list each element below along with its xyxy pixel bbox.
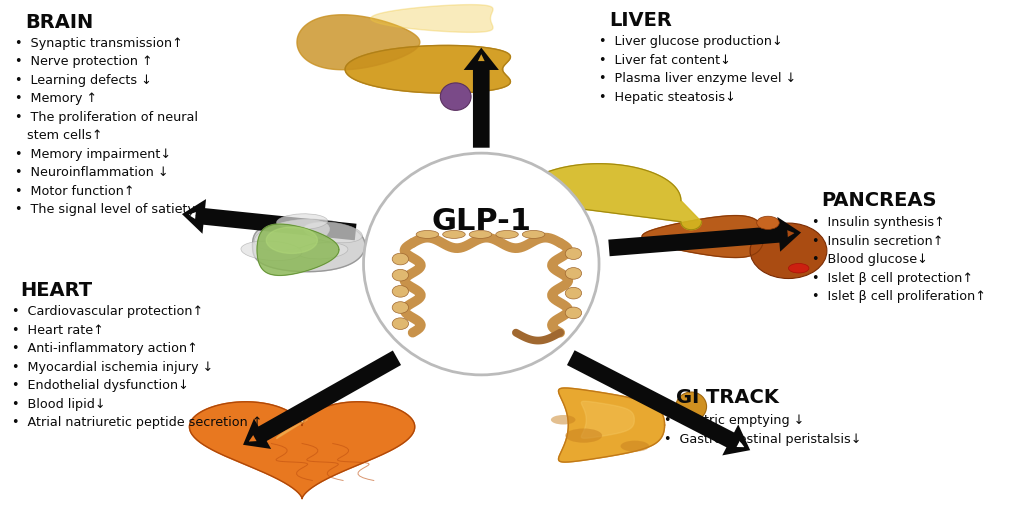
Text: GI TRACK: GI TRACK bbox=[676, 388, 778, 407]
Ellipse shape bbox=[565, 307, 582, 319]
Ellipse shape bbox=[364, 153, 599, 375]
Ellipse shape bbox=[565, 248, 582, 259]
Ellipse shape bbox=[392, 301, 409, 313]
Ellipse shape bbox=[276, 214, 328, 230]
Ellipse shape bbox=[496, 230, 518, 239]
Ellipse shape bbox=[565, 287, 582, 299]
Polygon shape bbox=[345, 45, 510, 93]
Ellipse shape bbox=[392, 269, 409, 281]
Polygon shape bbox=[297, 15, 420, 70]
Ellipse shape bbox=[303, 222, 362, 243]
Text: •  Insulin synthesis↑
•  Insulin secretion↑
•  Blood glucose↓
•  Islet β cell pr: • Insulin synthesis↑ • Insulin secretion… bbox=[812, 216, 986, 304]
Ellipse shape bbox=[392, 318, 409, 329]
Text: •  Liver glucose production↓
•  Liver fat content↓
•  Plasma liver enzyme level : • Liver glucose production↓ • Liver fat … bbox=[599, 35, 797, 104]
Text: •  Synaptic transmission↑
•  Nerve protection ↑
•  Learning defects ↓
•  Memory : • Synaptic transmission↑ • Nerve protect… bbox=[15, 37, 206, 216]
Polygon shape bbox=[642, 215, 764, 258]
Polygon shape bbox=[582, 401, 634, 438]
Text: HEART: HEART bbox=[20, 281, 92, 300]
Ellipse shape bbox=[254, 220, 330, 250]
Ellipse shape bbox=[392, 253, 409, 265]
Ellipse shape bbox=[621, 440, 649, 452]
Text: GLP-1: GLP-1 bbox=[431, 208, 531, 236]
Ellipse shape bbox=[297, 243, 348, 259]
Ellipse shape bbox=[551, 415, 575, 425]
Polygon shape bbox=[189, 402, 415, 498]
Ellipse shape bbox=[565, 428, 602, 442]
Ellipse shape bbox=[522, 230, 545, 239]
Polygon shape bbox=[266, 227, 317, 253]
Ellipse shape bbox=[750, 223, 827, 279]
Ellipse shape bbox=[442, 230, 465, 239]
Text: PANCREAS: PANCREAS bbox=[821, 191, 937, 210]
Ellipse shape bbox=[676, 392, 707, 421]
Polygon shape bbox=[558, 388, 665, 462]
Ellipse shape bbox=[757, 216, 779, 229]
Polygon shape bbox=[257, 224, 339, 276]
Text: LIVER: LIVER bbox=[609, 11, 672, 30]
Ellipse shape bbox=[788, 263, 809, 273]
Ellipse shape bbox=[469, 230, 492, 239]
Polygon shape bbox=[253, 219, 365, 272]
Ellipse shape bbox=[565, 268, 582, 279]
Polygon shape bbox=[371, 5, 493, 32]
Ellipse shape bbox=[440, 83, 471, 110]
Ellipse shape bbox=[241, 241, 302, 260]
Polygon shape bbox=[276, 419, 307, 439]
Polygon shape bbox=[517, 164, 701, 230]
Text: •  Gastric emptying ↓
•  Gastrointestinal peristalsis↓: • Gastric emptying ↓ • Gastrointestinal … bbox=[664, 414, 861, 446]
Ellipse shape bbox=[416, 230, 438, 239]
Text: •  Cardiovascular protection↑
•  Heart rate↑
•  Anti-inflammatory action↑
•  Myo: • Cardiovascular protection↑ • Heart rat… bbox=[12, 305, 263, 429]
Ellipse shape bbox=[392, 286, 409, 297]
Text: BRAIN: BRAIN bbox=[26, 13, 94, 32]
